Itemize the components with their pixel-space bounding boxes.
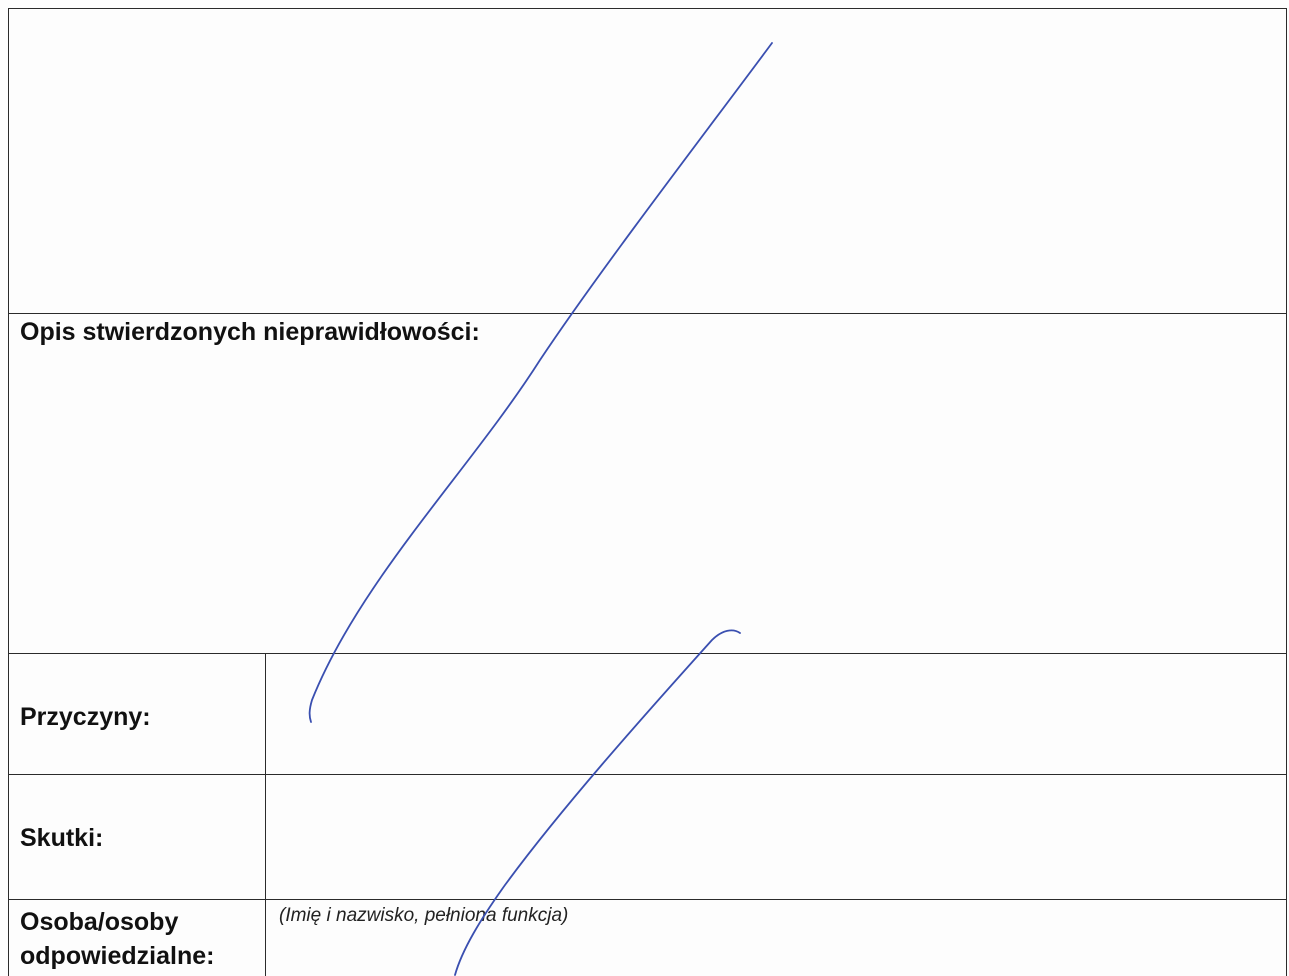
- responsible-field[interactable]: [266, 930, 1286, 976]
- responsible-hint: (Imię i nazwisko, pełniona funkcja): [279, 905, 569, 926]
- table-left-border: [8, 8, 9, 976]
- row-divider-description: [8, 313, 1287, 314]
- effects-label: Skutki:: [20, 824, 104, 852]
- table-top-border: [8, 8, 1287, 9]
- causes-field[interactable]: [266, 654, 1286, 774]
- responsible-label-line2: odpowiedzialne:: [20, 942, 215, 970]
- row-divider-responsible: [8, 899, 1287, 900]
- description-field[interactable]: [9, 352, 1286, 652]
- responsible-label-line1: Osoba/osoby: [20, 908, 179, 936]
- description-label: Opis stwierdzonych nieprawidłowości:: [20, 318, 480, 346]
- causes-label: Przyczyny:: [20, 703, 151, 731]
- label-column-divider: [265, 653, 266, 976]
- empty-top-field[interactable]: [9, 9, 1286, 313]
- table-right-border: [1286, 8, 1287, 976]
- effects-field[interactable]: [266, 775, 1286, 899]
